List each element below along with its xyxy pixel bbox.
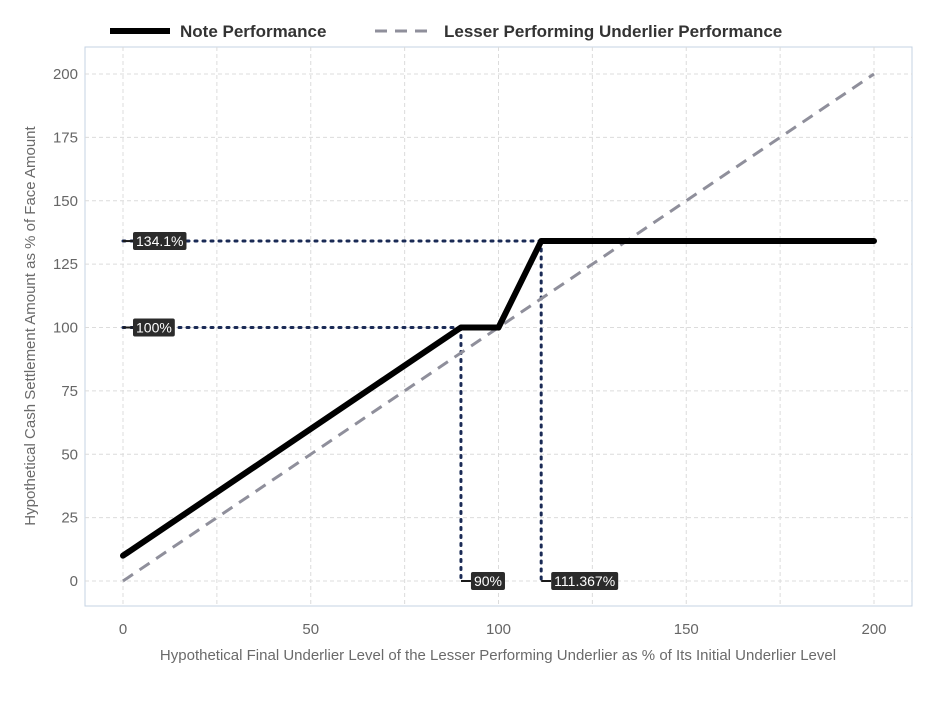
callout-label: 134.1% bbox=[136, 233, 183, 249]
callout-box bbox=[133, 232, 187, 251]
callout-box bbox=[133, 318, 175, 337]
callout-label: 111.367% bbox=[554, 573, 615, 589]
x-tick-label: 200 bbox=[861, 621, 886, 638]
y-tick-label: 50 bbox=[61, 446, 78, 463]
legend-label-note-performance: Note Performance bbox=[180, 22, 326, 41]
x-tick-label: 0 bbox=[119, 621, 127, 638]
series-line-note-performance bbox=[120, 238, 877, 559]
callout-box bbox=[551, 572, 619, 590]
series-line-underlier-performance bbox=[122, 72, 875, 583]
y-tick-label: 0 bbox=[70, 573, 78, 590]
y-tick-label: 200 bbox=[53, 66, 78, 83]
callout-vertical: 90% bbox=[460, 572, 505, 590]
y-tick-label: 75 bbox=[61, 383, 78, 400]
x-tick-label: 50 bbox=[302, 621, 319, 638]
x-axis-title: Hypothetical Final Underlier Level of th… bbox=[160, 647, 836, 664]
callout-box bbox=[470, 572, 505, 590]
y-tick-label: 25 bbox=[61, 510, 78, 527]
y-tick-label: 175 bbox=[53, 129, 78, 146]
callout-vertical: 111.367% bbox=[541, 572, 619, 590]
legend-label-underlier-performance: Lesser Performing Underlier Performance bbox=[444, 22, 782, 41]
tick-labels: 0 50 100 150 200 0 25 50 75 100 125 150 175 200 bbox=[53, 66, 887, 638]
x-tick-label: 100 bbox=[486, 621, 511, 638]
y-tick-label: 125 bbox=[53, 256, 78, 273]
callouts: 134.1% 100% 90% 111.367% bbox=[123, 232, 619, 590]
callout-label: 100% bbox=[136, 320, 172, 336]
callout-horizontal: 100% bbox=[123, 318, 175, 337]
series-layer bbox=[120, 72, 877, 583]
y-tick-label: 150 bbox=[53, 193, 78, 210]
y-axis-title: Hypothetical Cash Settlement Amount as %… bbox=[22, 125, 39, 525]
x-tick-label: 150 bbox=[674, 621, 699, 638]
callout-label: 90% bbox=[474, 573, 502, 589]
callout-horizontal: 134.1% bbox=[123, 232, 187, 251]
legend: Note Performance Lesser Performing Under… bbox=[110, 22, 782, 41]
y-tick-label: 100 bbox=[53, 320, 78, 337]
